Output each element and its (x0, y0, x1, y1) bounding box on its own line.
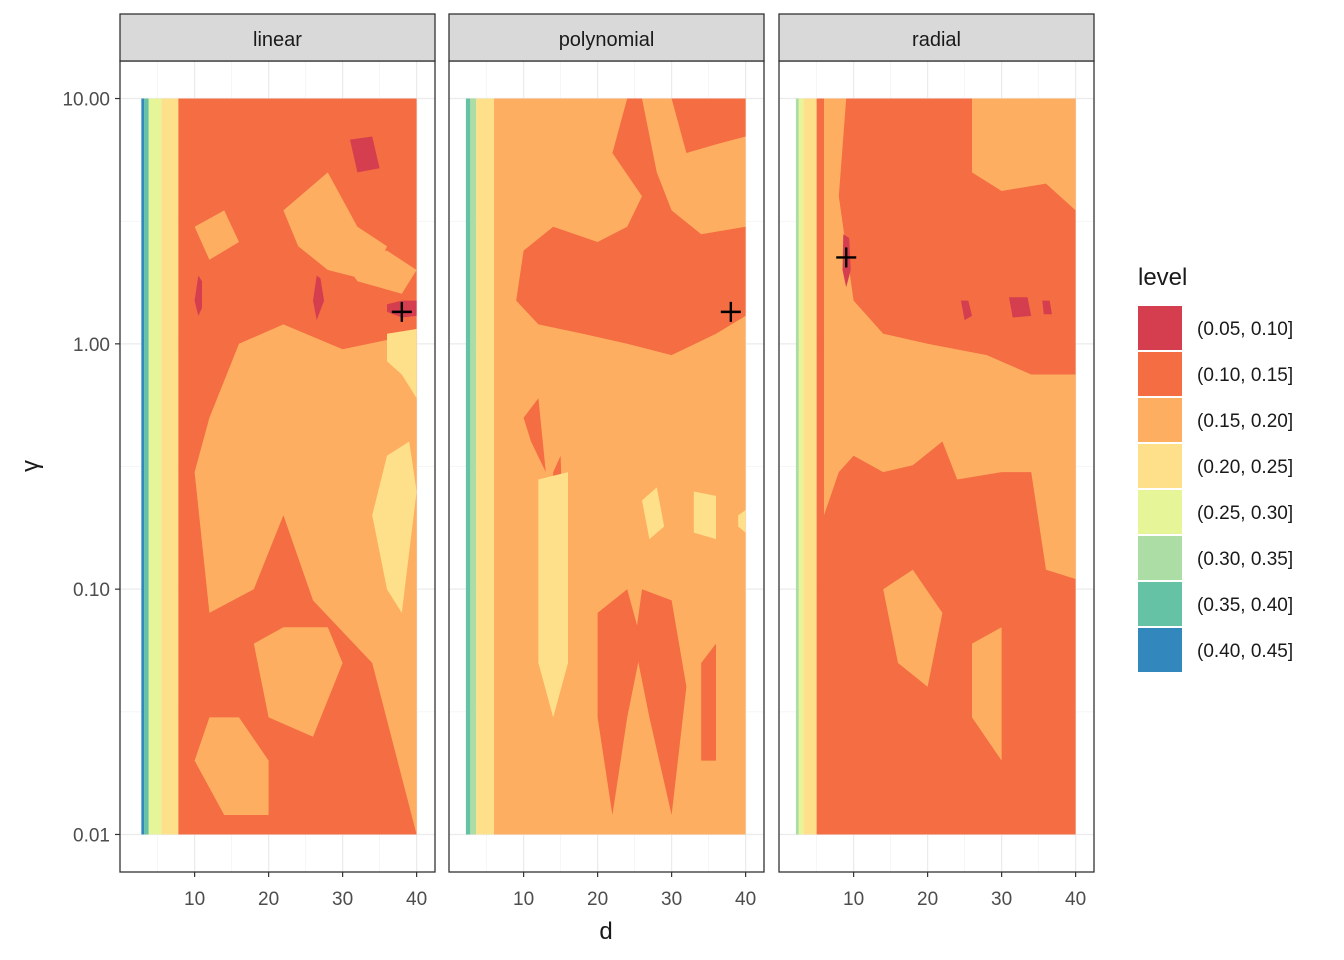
contour-region (972, 627, 1002, 761)
contour-band (798, 98, 804, 835)
facet-linear: linear 10 20 30 40 0.01 0.10 1.00 10.00 (62, 13, 436, 910)
y-tick-label: 0.01 (73, 825, 110, 846)
facet-strip (119, 13, 436, 62)
contour-band (476, 98, 495, 835)
contour-region (194, 717, 269, 815)
contour-region (738, 510, 746, 533)
contour-band (465, 98, 471, 835)
contour-region (972, 98, 1076, 211)
contour-region (642, 487, 665, 540)
contour-region (523, 398, 546, 473)
x-axis-label: d (599, 918, 612, 945)
facet-panels: linear 10 20 30 40 0.01 0.10 1.00 10.00 polynomia… (62, 13, 1095, 910)
legend-key (1138, 398, 1182, 442)
contour-band (803, 98, 817, 835)
legend-key (1138, 536, 1182, 580)
facet-strip (448, 13, 765, 62)
contour-fill (141, 98, 417, 835)
x-tick-label: 20 (917, 889, 938, 910)
x-tick-label: 40 (1065, 889, 1086, 910)
facet-strip-label: linear (253, 29, 302, 51)
contour-region (597, 589, 642, 815)
x-tick-label: 30 (661, 889, 682, 910)
x-tick-label: 30 (991, 889, 1012, 910)
legend-label: (0.05, 0.10] (1197, 319, 1293, 340)
facet-strip (778, 13, 1095, 62)
legend-title: level (1138, 264, 1187, 291)
contour-band (795, 98, 799, 835)
contour-band (141, 98, 145, 835)
contour-region (538, 472, 568, 718)
contour-fill (795, 98, 1076, 835)
legend-key (1138, 628, 1182, 672)
y-tick-label: 10.00 (62, 90, 110, 111)
contour-region (342, 250, 417, 294)
contour-region (194, 210, 239, 260)
contour-region (960, 300, 972, 321)
legend-label: (0.25, 0.30] (1197, 503, 1293, 524)
x-tick-label: 10 (184, 889, 205, 910)
legend-key (1138, 306, 1182, 350)
contour-region (671, 98, 746, 153)
legend-key (1138, 582, 1182, 626)
contour-region (194, 324, 417, 835)
y-tick-label: 0.10 (73, 580, 110, 601)
contour-region (283, 172, 387, 282)
y-tick-label: 1.00 (73, 335, 110, 356)
contour-region (372, 441, 417, 613)
x-tick-label: 10 (513, 889, 534, 910)
legend-label: (0.35, 0.40] (1197, 595, 1293, 616)
y-axis-label: γ (17, 460, 44, 472)
x-tick-label: 20 (258, 889, 279, 910)
contour-band (144, 98, 149, 835)
contour-region (701, 643, 716, 761)
minimum-marker (720, 301, 741, 322)
facet-polynomial: polynomial 10 20 30 40 (448, 13, 765, 910)
legend-key (1138, 490, 1182, 534)
contour-region (194, 275, 202, 316)
legend-label: (0.40, 0.45] (1197, 641, 1293, 662)
contour-region (693, 491, 716, 540)
contour-region (1009, 297, 1032, 318)
x-tick-label: 10 (843, 889, 864, 910)
contour-band (148, 98, 162, 835)
contour-region (313, 275, 325, 321)
legend: level (0.05, 0.10] (0.10, 0.15] (0.15, 0.2… (1138, 264, 1293, 672)
contour-band (470, 98, 477, 835)
contour-region (1042, 300, 1052, 315)
legend-label: (0.20, 0.25] (1197, 457, 1293, 478)
facet-radial: radial 10 20 30 40 (778, 13, 1095, 910)
facet-strip-label: polynomial (559, 29, 655, 51)
x-tick-label: 30 (332, 889, 353, 910)
contour-region (253, 627, 343, 737)
x-tick-label: 20 (587, 889, 608, 910)
minimum-marker (836, 247, 857, 268)
contour-fill (465, 98, 746, 835)
legend-key (1138, 444, 1182, 488)
contour-region (501, 98, 746, 356)
y-axis-title: γ (17, 460, 44, 472)
contour-region (883, 569, 943, 687)
x-tick-label: 40 (406, 889, 427, 910)
contour-region (350, 136, 380, 173)
facet-strip-label: radial (912, 29, 961, 51)
legend-label: (0.10, 0.15] (1197, 365, 1293, 386)
x-tick-label: 40 (735, 889, 756, 910)
contour-band (161, 98, 179, 835)
minimum-marker (391, 301, 412, 322)
legend-label: (0.15, 0.20] (1197, 411, 1293, 432)
contour-region (387, 329, 417, 399)
contour-region (634, 589, 687, 815)
contour-region (824, 98, 1076, 579)
legend-key (1138, 352, 1182, 396)
legend-label: (0.30, 0.35] (1197, 549, 1293, 570)
